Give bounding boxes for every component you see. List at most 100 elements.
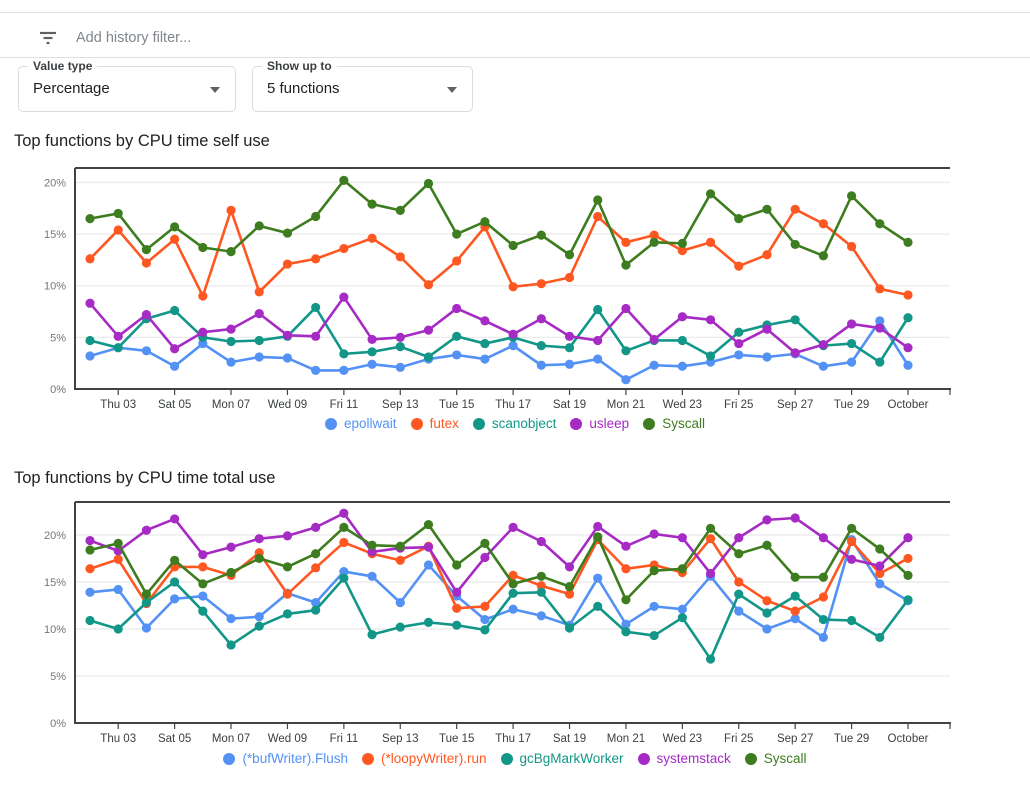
data-point bbox=[846, 523, 857, 533]
data-point bbox=[818, 339, 828, 350]
legend-label: epollwait bbox=[344, 416, 397, 431]
data-point bbox=[226, 324, 236, 334]
data-point bbox=[875, 632, 885, 643]
data-point bbox=[677, 312, 687, 322]
data-point bbox=[367, 547, 377, 557]
x-axis-tick-label: Thu 17 bbox=[495, 399, 531, 411]
legend-label: (*loopyWriter).run bbox=[380, 751, 487, 766]
data-point bbox=[762, 540, 772, 550]
data-point bbox=[311, 522, 321, 532]
data-point bbox=[339, 349, 349, 359]
legend-item: (*loopyWriter).run bbox=[361, 751, 487, 766]
data-point bbox=[170, 555, 180, 565]
data-point bbox=[508, 522, 518, 532]
legend-dot bbox=[223, 752, 236, 765]
data-point bbox=[113, 225, 123, 235]
data-point bbox=[734, 533, 744, 543]
data-point bbox=[508, 604, 518, 614]
data-point bbox=[536, 571, 546, 581]
data-point bbox=[254, 309, 264, 319]
data-point bbox=[480, 614, 490, 625]
x-axis-tick-label: Sep 27 bbox=[777, 399, 813, 411]
x-axis-tick-label: Fri 25 bbox=[724, 399, 753, 411]
data-point bbox=[423, 352, 434, 362]
data-point bbox=[282, 353, 293, 363]
data-point bbox=[254, 612, 264, 622]
data-point bbox=[621, 346, 631, 356]
data-point bbox=[113, 208, 123, 219]
data-point bbox=[593, 521, 603, 532]
data-point bbox=[339, 243, 349, 254]
data-point bbox=[452, 303, 462, 314]
chevron-down-icon bbox=[210, 87, 220, 93]
show-up-to-dropdown[interactable]: Show up to 5 functions bbox=[252, 59, 473, 112]
data-point bbox=[480, 338, 490, 349]
data-point bbox=[423, 325, 434, 335]
legend-item: scanobject bbox=[472, 416, 556, 431]
data-point bbox=[282, 562, 293, 572]
data-point bbox=[705, 654, 716, 664]
series-line bbox=[88, 208, 910, 298]
legend-label: usleep bbox=[589, 416, 630, 431]
data-point bbox=[226, 205, 236, 215]
data-point bbox=[480, 552, 490, 563]
legend-item: usleep bbox=[570, 416, 629, 431]
legend-item: futex bbox=[410, 416, 459, 431]
data-point bbox=[818, 572, 828, 582]
data-point bbox=[282, 259, 293, 269]
series-line bbox=[88, 306, 910, 364]
data-point bbox=[141, 310, 152, 320]
x-axis-tick-label: Thu 03 bbox=[100, 733, 136, 745]
x-axis-tick-label: Tue 29 bbox=[834, 399, 869, 411]
value-type-dropdown[interactable]: Value type Percentage bbox=[18, 59, 236, 112]
data-point bbox=[677, 335, 687, 346]
data-point bbox=[593, 573, 603, 583]
x-axis-tick-label: Sat 05 bbox=[158, 399, 191, 411]
data-point bbox=[734, 606, 744, 616]
data-point bbox=[423, 280, 434, 290]
data-point bbox=[254, 335, 264, 346]
data-point bbox=[339, 175, 349, 185]
data-point bbox=[649, 601, 659, 611]
legend-label: systemstack bbox=[656, 751, 731, 766]
data-point bbox=[452, 350, 462, 360]
data-point bbox=[508, 570, 518, 580]
history-filter-input[interactable] bbox=[74, 29, 478, 47]
data-point bbox=[339, 508, 349, 518]
data-point bbox=[734, 589, 744, 599]
legend-dot bbox=[744, 752, 757, 765]
data-point bbox=[480, 601, 490, 611]
y-axis-tick-label: 15% bbox=[44, 577, 66, 589]
show-up-to-selected: 5 functions bbox=[267, 80, 340, 97]
data-point bbox=[113, 584, 123, 595]
data-point bbox=[705, 568, 716, 579]
x-axis-tick-label: Sep 13 bbox=[382, 399, 418, 411]
data-point bbox=[564, 589, 575, 599]
cpu-self-chart-title: Top functions by CPU time self use bbox=[14, 132, 270, 150]
data-point bbox=[677, 533, 687, 543]
legend-item: gcBgMarkWorker bbox=[500, 751, 624, 766]
data-point bbox=[254, 534, 264, 544]
y-axis-tick-label: 20% bbox=[44, 177, 66, 189]
data-point bbox=[846, 319, 857, 329]
legend-item: Syscall bbox=[744, 751, 807, 766]
value-type-selected: Percentage bbox=[33, 80, 110, 97]
data-point bbox=[734, 338, 744, 349]
data-point bbox=[367, 334, 377, 345]
data-point bbox=[395, 555, 405, 565]
series-line bbox=[88, 537, 910, 613]
legend-item: systemstack bbox=[637, 751, 731, 766]
y-axis-tick-label: 0% bbox=[50, 718, 66, 730]
legend-dot bbox=[410, 417, 423, 430]
data-point bbox=[621, 260, 631, 270]
legend-dot bbox=[637, 752, 650, 765]
data-point bbox=[395, 252, 405, 262]
data-point bbox=[113, 554, 123, 564]
data-point bbox=[141, 598, 152, 608]
data-point bbox=[311, 211, 321, 222]
data-point bbox=[621, 595, 631, 605]
data-point bbox=[903, 533, 913, 543]
data-point bbox=[452, 229, 462, 239]
data-point bbox=[85, 214, 95, 224]
data-point bbox=[875, 284, 885, 294]
